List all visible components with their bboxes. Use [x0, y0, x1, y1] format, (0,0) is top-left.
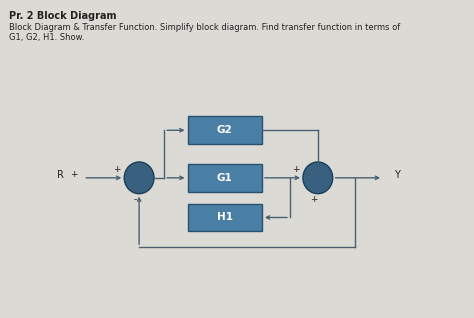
Text: +: + — [113, 165, 120, 174]
Text: Block Diagram & Transfer Function. Simplify block diagram. Find transfer functio: Block Diagram & Transfer Function. Simpl… — [9, 23, 400, 32]
FancyBboxPatch shape — [188, 116, 262, 144]
Text: R: R — [57, 170, 64, 180]
Text: -: - — [134, 195, 137, 204]
Circle shape — [124, 162, 154, 194]
Text: +: + — [70, 170, 78, 179]
Text: G1, G2, H1. Show.: G1, G2, H1. Show. — [9, 33, 84, 42]
Text: +: + — [310, 195, 318, 204]
Circle shape — [303, 162, 333, 194]
Text: G2: G2 — [217, 125, 233, 135]
Text: Pr. 2 Block Diagram: Pr. 2 Block Diagram — [9, 11, 116, 21]
Text: H1: H1 — [217, 212, 233, 223]
FancyBboxPatch shape — [188, 164, 262, 192]
Text: +: + — [292, 165, 299, 174]
FancyBboxPatch shape — [188, 204, 262, 232]
Text: G1: G1 — [217, 173, 233, 183]
Text: Y: Y — [394, 170, 400, 180]
